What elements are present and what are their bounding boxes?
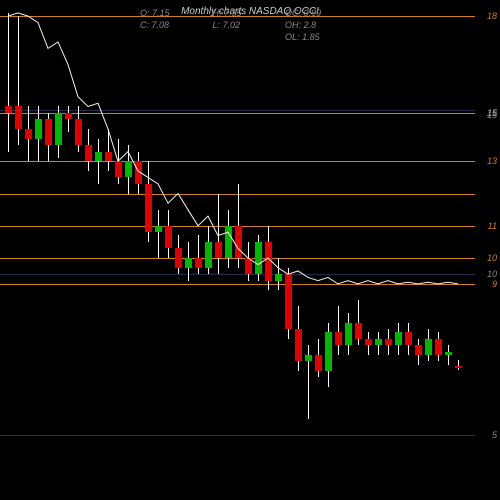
grid-line — [0, 435, 475, 436]
chart-plot-area[interactable] — [0, 0, 475, 500]
y-axis-label: 15 — [487, 110, 497, 120]
y-axis-label: 9 — [492, 279, 497, 289]
y-axis-label: 5 — [492, 430, 497, 440]
y-axis: 1815131110915105 — [475, 0, 500, 500]
y-axis-label: 13 — [487, 156, 497, 166]
y-axis-label: 18 — [487, 11, 497, 21]
grid-line — [0, 16, 475, 17]
y-axis-label: 10 — [487, 269, 497, 279]
y-axis-label: 10 — [487, 253, 497, 263]
grid-line — [0, 110, 475, 111]
grid-line — [0, 274, 475, 275]
y-axis-label: 11 — [488, 221, 497, 231]
grid-line — [0, 161, 475, 162]
grid-line — [0, 284, 475, 285]
